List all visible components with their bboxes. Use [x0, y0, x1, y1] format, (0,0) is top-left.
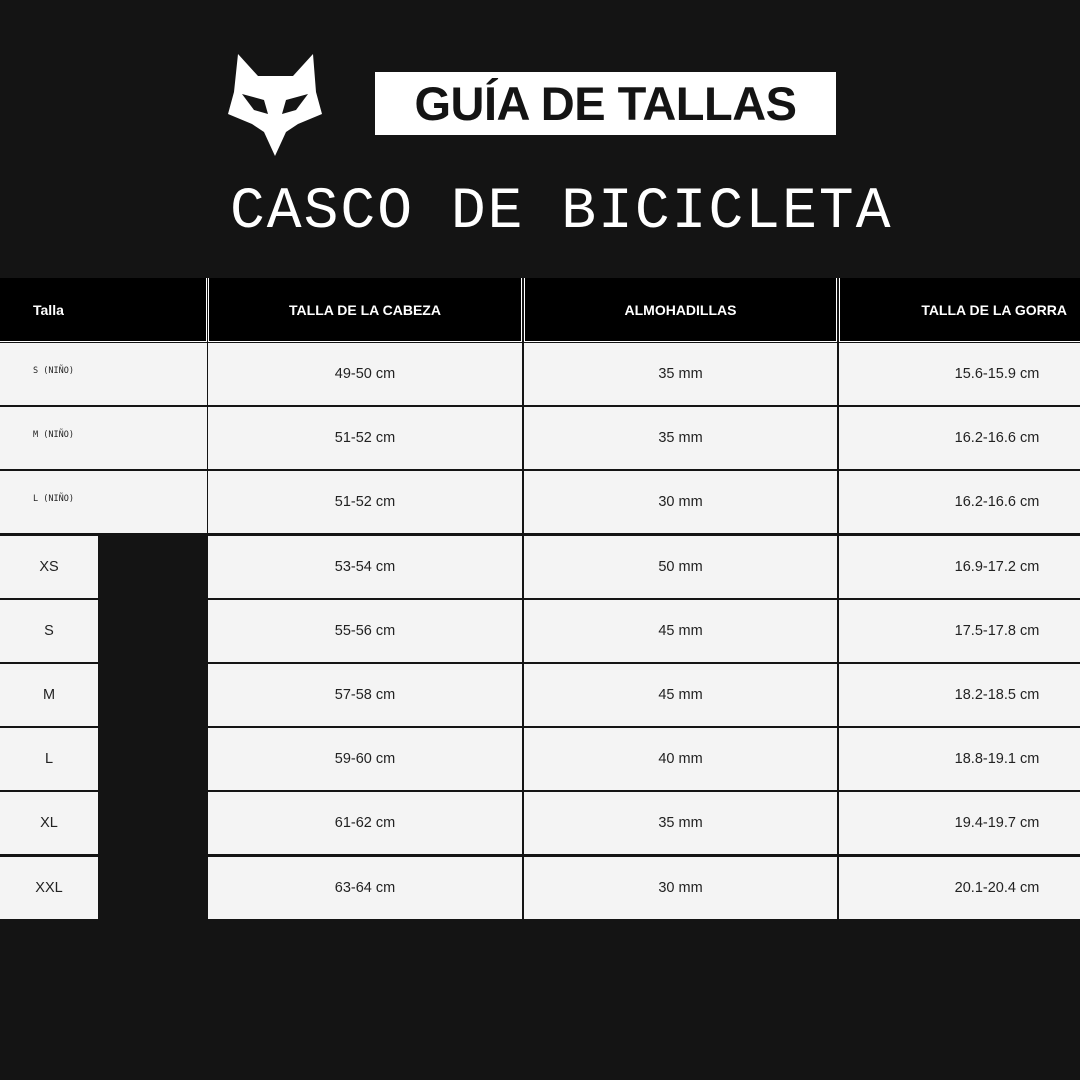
- table-cell: 49-50 cm: [208, 343, 522, 405]
- table-cell: 57-58 cm: [208, 664, 522, 726]
- column-header: ALMOHADILLAS: [524, 278, 837, 342]
- table-cell: 30 mm: [524, 856, 837, 919]
- table-cell: 45 mm: [524, 599, 837, 662]
- table-cell: S (NIÑO): [0, 343, 207, 405]
- table-cell: 15.6-15.9 cm: [839, 343, 1080, 405]
- table-cell: 35 mm: [524, 792, 837, 855]
- table-cell: 30 mm: [524, 471, 837, 534]
- table-cell: 55-56 cm: [208, 599, 522, 662]
- table-cell: 18.2-18.5 cm: [839, 664, 1080, 726]
- column-header: TALLA DE LA GORRA: [839, 278, 1080, 342]
- column-header: Talla: [0, 278, 207, 342]
- table-cell: 35 mm: [524, 343, 837, 405]
- table-cell: 20.1-20.4 cm: [839, 856, 1080, 919]
- table-cell: L: [0, 728, 98, 791]
- table-cell: 18.8-19.1 cm: [839, 728, 1080, 791]
- table-cell: 59-60 cm: [208, 728, 522, 791]
- table-cell: 16.2-16.6 cm: [839, 471, 1080, 534]
- table-cell: 16.9-17.2 cm: [839, 535, 1080, 598]
- table-cell: 51-52 cm: [208, 407, 522, 470]
- table-cell: 19.4-19.7 cm: [839, 792, 1080, 855]
- title-badge: GUÍA DE TALLAS: [375, 72, 836, 135]
- table-cell: XS: [0, 535, 98, 598]
- column-header: TALLA DE LA CABEZA: [208, 278, 522, 342]
- table-cell: 50 mm: [524, 535, 837, 598]
- table-cell: 16.2-16.6 cm: [839, 407, 1080, 470]
- table-cell: XXL: [0, 856, 98, 919]
- subtitle: CASCO DE BICICLETA: [230, 180, 893, 245]
- table-cell: XL: [0, 792, 98, 855]
- table-cell: M: [0, 664, 98, 726]
- table-cell: M (NIÑO): [0, 407, 207, 470]
- table-cell: 53-54 cm: [208, 535, 522, 598]
- table-cell: 45 mm: [524, 664, 837, 726]
- table-cell: 40 mm: [524, 728, 837, 791]
- table-cell: 51-52 cm: [208, 471, 522, 534]
- table-cell: L (NIÑO): [0, 471, 207, 534]
- table-cell: 17.5-17.8 cm: [839, 599, 1080, 662]
- table-cell: 35 mm: [524, 407, 837, 470]
- table-cell: S: [0, 599, 98, 662]
- table-cell: 61-62 cm: [208, 792, 522, 855]
- fox-logo: [228, 54, 322, 156]
- table-cell: 63-64 cm: [208, 856, 522, 919]
